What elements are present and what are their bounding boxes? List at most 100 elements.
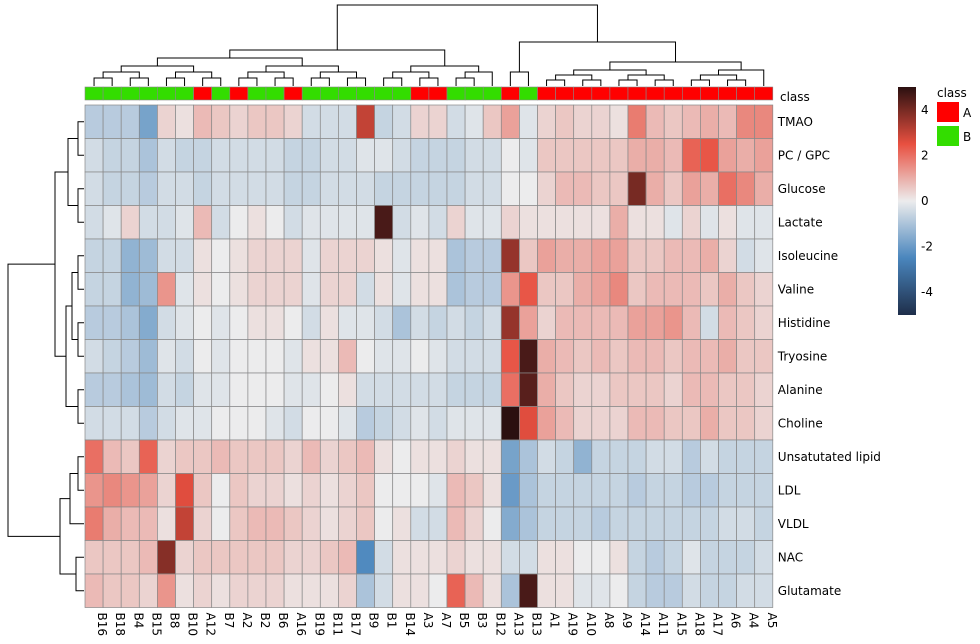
heatmap-cell — [663, 573, 683, 608]
heatmap-cell — [482, 339, 502, 374]
heatmap-cell — [410, 339, 430, 374]
heatmap-cell — [374, 305, 394, 340]
heatmap-cell — [464, 339, 484, 374]
heatmap-cell — [211, 406, 231, 441]
heatmap-cell — [500, 439, 520, 474]
heatmap-cell — [663, 406, 683, 441]
heatmap-cell — [356, 406, 375, 441]
heatmap-cell — [754, 439, 774, 474]
heatmap-cell — [609, 171, 629, 206]
heatmap-cell — [428, 473, 448, 508]
heatmap-cell — [428, 238, 448, 273]
heatmap-cell — [84, 439, 104, 474]
heatmap-cell — [718, 305, 737, 340]
heatmap-cell — [175, 305, 194, 340]
heatmap-cell — [175, 104, 194, 139]
heatmap-cell — [356, 305, 375, 340]
heatmap-cell — [663, 138, 683, 173]
class-bar-cell — [265, 86, 285, 101]
heatmap-cell — [319, 439, 339, 474]
column-label: B13 — [530, 613, 544, 637]
heatmap-cell — [265, 372, 285, 407]
heatmap-cell — [519, 305, 538, 340]
colorbar-tick-label: 0 — [921, 194, 929, 208]
heatmap-cell — [157, 406, 176, 441]
heatmap-cell — [120, 439, 140, 474]
heatmap-cell — [338, 238, 357, 273]
heatmap-cell — [410, 272, 430, 307]
heatmap-cell — [157, 339, 176, 374]
legend-swatch — [937, 126, 959, 146]
heatmap-cell — [754, 372, 774, 407]
heatmap-cell — [736, 205, 756, 240]
heatmap-cell — [519, 406, 538, 441]
heatmap-cell — [754, 573, 774, 608]
heatmap-cell — [681, 205, 701, 240]
heatmap-cell — [229, 205, 249, 240]
heatmap-cell — [663, 104, 683, 139]
heatmap-cell — [319, 339, 339, 374]
class-legend: class AB — [937, 86, 972, 146]
heatmap-cell — [410, 171, 430, 206]
heatmap-cell — [374, 171, 394, 206]
heatmap-cell — [157, 439, 176, 474]
heatmap-cell — [193, 305, 213, 340]
column-label: B15 — [149, 613, 163, 637]
heatmap-cell — [428, 372, 448, 407]
heatmap-cell — [410, 138, 430, 173]
heatmap-cell — [211, 372, 231, 407]
heatmap-cell — [138, 506, 158, 541]
column-dendrogram-branch — [274, 77, 294, 86]
heatmap-cell — [482, 540, 502, 575]
heatmap-cell — [392, 372, 412, 407]
heatmap-cell — [283, 372, 303, 407]
heatmap-cell — [356, 339, 375, 374]
heatmap-cell — [627, 540, 647, 575]
heatmap-cell — [193, 205, 213, 240]
heatmap-cell — [283, 506, 303, 541]
heatmap-cell — [464, 238, 484, 273]
heatmap-cell — [84, 372, 104, 407]
heatmap-cell — [283, 573, 303, 608]
heatmap-cell — [247, 205, 267, 240]
heatmap-cell — [700, 272, 719, 307]
heatmap-cell — [211, 473, 231, 508]
heatmap-cell — [609, 104, 629, 139]
heatmap-cell — [247, 540, 267, 575]
heatmap-cell — [519, 272, 538, 307]
class-bar-cell — [555, 86, 574, 101]
heatmap-cell — [627, 104, 647, 139]
heatmap-cell — [338, 305, 357, 340]
heatmap-cell — [193, 473, 213, 508]
heatmap-cell — [392, 406, 412, 441]
heatmap-cell — [157, 473, 176, 508]
heatmap-cell — [700, 473, 719, 508]
heatmap-cell — [338, 104, 357, 139]
column-dendrogram-branch — [555, 74, 593, 80]
heatmap-cell — [428, 205, 448, 240]
heatmap-cell — [410, 372, 430, 407]
heatmap-cell — [157, 506, 176, 541]
heatmap-cell — [229, 372, 249, 407]
heatmap-cell — [446, 573, 466, 608]
heatmap-cell — [428, 439, 448, 474]
heatmap-cell — [428, 272, 448, 307]
column-dendrogram-branch — [120, 65, 195, 72]
heatmap-cell — [609, 138, 629, 173]
heatmap-cell — [627, 272, 647, 307]
heatmap-cell — [102, 138, 122, 173]
column-label: A9 — [620, 613, 634, 629]
column-label: A12 — [204, 613, 218, 636]
heatmap-cell — [681, 238, 701, 273]
heatmap-cell — [138, 573, 158, 608]
heatmap-cell — [247, 406, 267, 441]
row-label: PC / GPC — [778, 148, 830, 162]
column-label: A14 — [638, 613, 652, 636]
heatmap-cell — [301, 238, 321, 273]
heatmap-cell — [211, 339, 231, 374]
heatmap-cell — [464, 439, 484, 474]
heatmap-cell — [537, 171, 556, 206]
heatmap-cell — [500, 205, 520, 240]
column-dendrogram-branch — [93, 77, 113, 86]
legend-title: class — [937, 86, 967, 100]
